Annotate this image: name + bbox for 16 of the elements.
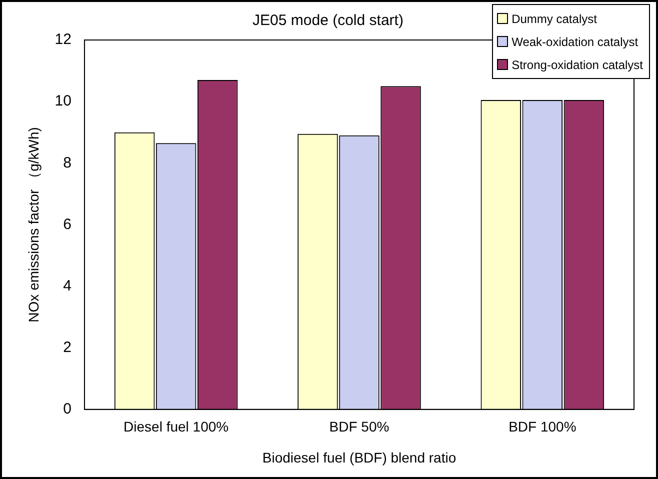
legend-label: Dummy catalyst (510, 10, 598, 28)
y-tick-label: 12 (54, 31, 72, 48)
y-tick-label: 6 (63, 216, 72, 233)
y-tick-label: 8 (63, 154, 72, 172)
chart-title: JE05 mode (cold start) (252, 12, 404, 30)
x-tick-label: BDF 50% (329, 418, 390, 435)
x-axis-title: Biodiesel fuel (BDF) blend ratio (262, 449, 456, 466)
y-tick-label: 10 (54, 92, 72, 110)
legend-label: Strong-oxidation catalyst (510, 56, 643, 74)
y-axis-title: NOx emissions factor （g/kWh) (25, 127, 42, 322)
x-tick-label: BDF 100% (508, 418, 576, 435)
y-tick-label: 0 (63, 400, 72, 418)
y-tick-label: 4 (63, 277, 72, 294)
legend-label: Weak-oxidation catalyst (510, 34, 640, 50)
x-tick-label: Diesel fuel 100% (124, 418, 229, 435)
y-tick-label: 2 (63, 338, 72, 356)
